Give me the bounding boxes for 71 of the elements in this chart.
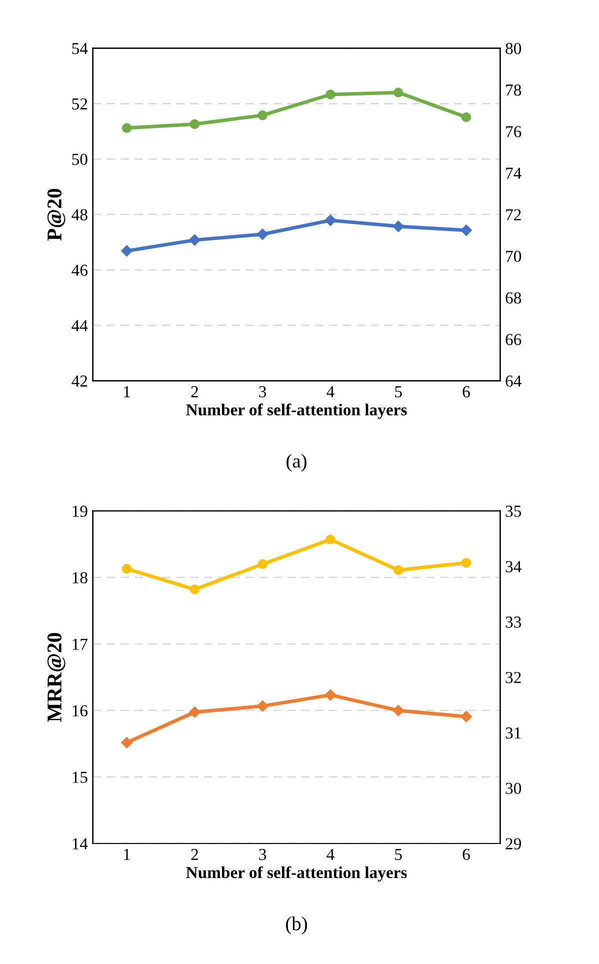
y-axis-title: P@20 (47, 188, 66, 241)
y2-tick-label: 35 (506, 506, 522, 517)
y2-tick-label: 76 (506, 126, 522, 138)
point (256, 228, 268, 240)
y2-tick-label: 78 (506, 84, 522, 96)
point (461, 558, 472, 568)
y-tick-label: 48 (72, 209, 88, 220)
x-tick-label: 2 (191, 386, 198, 398)
point (258, 559, 268, 569)
point (393, 88, 404, 98)
y-axis-title: MRR@20 (47, 633, 66, 722)
x-tick-label: 6 (462, 386, 470, 398)
y2-tick-label: 33 (506, 616, 522, 628)
x-tick-label: 4 (326, 386, 334, 398)
x-tick-label: 6 (462, 848, 470, 860)
y2-tick-label: 29 (506, 838, 522, 850)
x-tick-label: 5 (395, 849, 402, 860)
x-tick-label: 1 (124, 386, 130, 398)
y2-tick-label: 34 (506, 561, 522, 572)
y2-tick-label: 70 (506, 250, 522, 262)
x-tick-label: 1 (124, 848, 130, 860)
point (189, 706, 200, 718)
point (324, 689, 336, 701)
point (326, 90, 336, 100)
x-axis-title: Number of self-attention layers (186, 866, 407, 882)
x-tick-label: 2 (191, 848, 198, 860)
y-tick-label: 19 (72, 506, 88, 517)
y2-tick-label: 66 (506, 334, 522, 346)
point (392, 220, 404, 232)
point (256, 700, 268, 712)
y2-tick-label: 74 (506, 168, 522, 179)
point (121, 245, 132, 256)
point (258, 110, 268, 120)
point (122, 123, 132, 133)
y2-tick-label: 72 (506, 209, 521, 220)
y-tick-label: 15 (72, 772, 88, 783)
y2-tick-label: 32 (506, 672, 521, 684)
point (392, 704, 404, 716)
point (189, 234, 200, 246)
y2-tick-label: 31 (506, 727, 521, 739)
point (324, 214, 336, 226)
x-tick-label: 3 (259, 386, 266, 398)
point (460, 710, 472, 722)
x-tick-label: 5 (395, 386, 402, 398)
text: (a) (286, 454, 306, 472)
point (121, 737, 132, 748)
point (122, 564, 132, 574)
y-tick-label: 44 (72, 320, 88, 332)
point (190, 119, 200, 129)
y-tick-label: 50 (72, 154, 88, 166)
y-tick-label: 46 (72, 264, 88, 276)
x-tick-label: 3 (259, 848, 266, 860)
point (326, 534, 336, 544)
point (190, 584, 200, 594)
y2-tick-label: 64 (506, 376, 522, 387)
y-tick-label: 18 (72, 572, 88, 584)
y-tick-label: 52 (72, 98, 88, 110)
y-tick-label: 17 (72, 638, 88, 650)
y2-tick-label: 80 (506, 42, 522, 54)
point (461, 112, 472, 122)
point (460, 224, 472, 236)
x-axis-title: Number of self-attention layers (186, 404, 407, 419)
y-tick-label: 54 (72, 43, 88, 54)
y2-tick-label: 68 (506, 292, 522, 304)
y2-tick-label: 30 (506, 782, 522, 794)
text: (b) (286, 916, 307, 934)
y-tick-label: 42 (72, 376, 88, 387)
point (393, 565, 404, 575)
y-tick-label: 16 (72, 705, 88, 716)
y-tick-label: 14 (72, 838, 88, 850)
x-tick-label: 4 (326, 848, 334, 860)
